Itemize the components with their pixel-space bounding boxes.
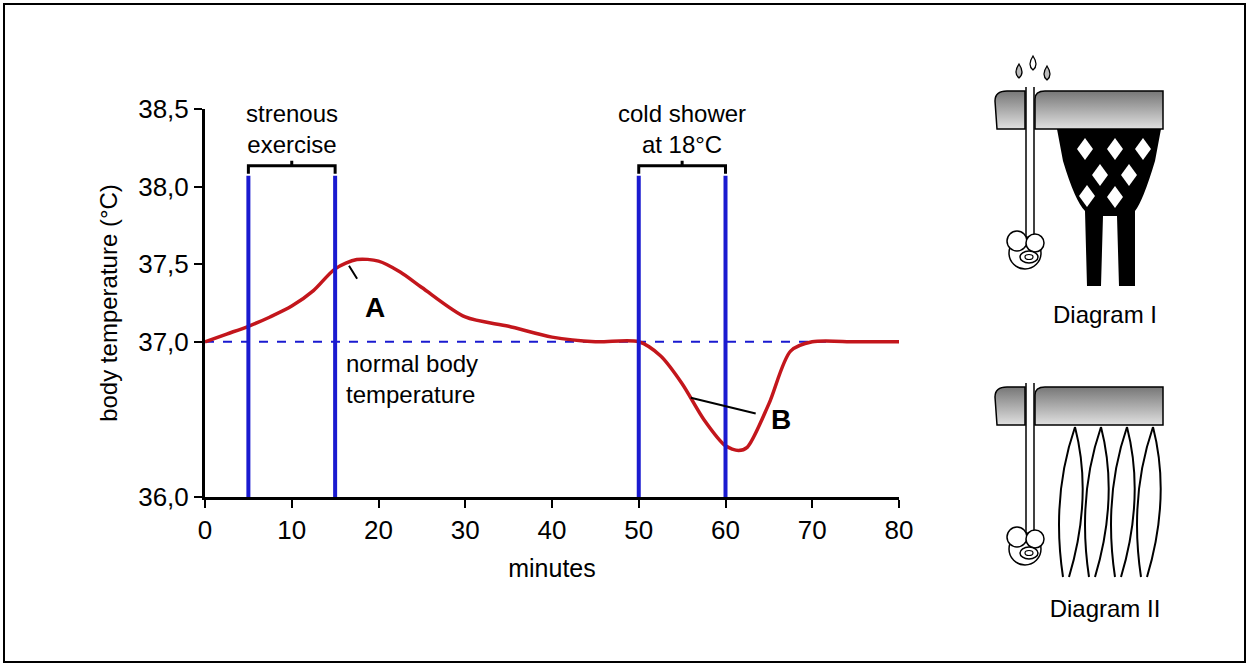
svg-text:50: 50	[624, 515, 653, 545]
svg-text:0: 0	[198, 515, 212, 545]
svg-text:30: 30	[451, 515, 480, 545]
svg-text:B: B	[771, 404, 791, 435]
svg-text:strenousexercise: strenousexercise	[246, 100, 338, 158]
svg-text:80: 80	[885, 515, 914, 545]
svg-text:Diagram I: Diagram I	[1053, 301, 1157, 328]
svg-text:minutes: minutes	[508, 554, 596, 582]
svg-text:cold showerat 18°C: cold showerat 18°C	[618, 100, 746, 158]
svg-text:70: 70	[798, 515, 827, 545]
svg-text:Diagram II: Diagram II	[1050, 595, 1161, 622]
svg-text:20: 20	[364, 515, 393, 545]
svg-text:A: A	[365, 292, 385, 323]
svg-text:36,0: 36,0	[138, 482, 189, 512]
svg-text:38,5: 38,5	[138, 94, 189, 124]
svg-text:37,0: 37,0	[138, 327, 189, 357]
svg-text:60: 60	[711, 515, 740, 545]
svg-text:40: 40	[538, 515, 567, 545]
svg-text:37,5: 37,5	[138, 249, 189, 279]
svg-text:body temperature (°C): body temperature (°C)	[95, 184, 122, 422]
svg-text:normal bodytemperature: normal bodytemperature	[346, 350, 478, 408]
svg-text:38,0: 38,0	[138, 172, 189, 202]
svg-text:10: 10	[277, 515, 306, 545]
